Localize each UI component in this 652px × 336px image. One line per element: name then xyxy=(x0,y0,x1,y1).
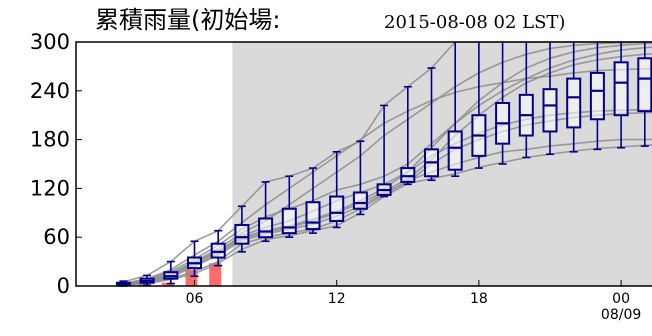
box-3 xyxy=(187,240,202,278)
box-iqr-21 xyxy=(613,61,629,117)
box-iqr-10 xyxy=(352,191,368,210)
x-tick-label-2: 18 xyxy=(470,291,488,307)
observed-rain-bar-1 xyxy=(161,282,174,286)
x-tick-label-3: 00 xyxy=(612,291,630,307)
box-iqr-9 xyxy=(329,195,345,222)
x-tick-label-1: 12 xyxy=(328,291,346,307)
x-tick-sublabel-3: 08/09 xyxy=(601,307,641,323)
box-iqr-6 xyxy=(258,217,274,239)
y-tick-label-4: 240 xyxy=(30,79,70,103)
box-iqr-12 xyxy=(400,167,416,183)
box-iqr-7 xyxy=(281,207,297,235)
box-12 xyxy=(400,85,416,186)
plot-frame xyxy=(75,41,652,287)
box-17 xyxy=(518,42,534,159)
box-22 xyxy=(637,42,652,147)
box-iqr-22 xyxy=(637,57,652,113)
box-16 xyxy=(495,42,511,165)
chart-title: 累積雨量 xyxy=(95,6,191,34)
box-iqr-4 xyxy=(210,242,226,259)
box-iqr-20 xyxy=(589,71,605,121)
box-2 xyxy=(163,260,179,285)
box-14 xyxy=(447,42,463,177)
chart-init-label: (初始場: xyxy=(191,6,280,34)
y-tick-label-5: 300 xyxy=(30,30,70,54)
box-iqr-14 xyxy=(447,130,463,171)
y-tick-label-1: 60 xyxy=(43,225,70,249)
y-tick-label-3: 180 xyxy=(30,128,70,152)
y-tick-label-2: 120 xyxy=(30,176,70,200)
box-20 xyxy=(589,42,605,151)
box-iqr-19 xyxy=(566,77,582,129)
box-15 xyxy=(471,42,487,169)
box-iqr-18 xyxy=(542,88,558,133)
box-21 xyxy=(613,42,629,149)
box-9 xyxy=(329,151,345,229)
box-iqr-8 xyxy=(305,201,321,231)
box-1 xyxy=(139,274,155,286)
box-18 xyxy=(542,42,558,156)
box-19 xyxy=(566,42,582,153)
box-iqr-5 xyxy=(234,224,250,245)
box-5 xyxy=(234,205,250,253)
box-10 xyxy=(352,140,368,216)
box-13 xyxy=(424,67,439,182)
box-8 xyxy=(305,167,321,234)
y-tick-label-0: 0 xyxy=(57,274,70,298)
x-tick-label-0: 06 xyxy=(186,291,204,307)
box-4 xyxy=(210,229,226,267)
chart-init-time: 2015-08-08 02 LST) xyxy=(384,12,565,33)
box-7 xyxy=(281,175,297,238)
box-11 xyxy=(376,104,392,198)
forecast-period-shading xyxy=(232,42,652,286)
observed-rain-bar-3 xyxy=(209,263,222,286)
box-6 xyxy=(258,181,274,243)
